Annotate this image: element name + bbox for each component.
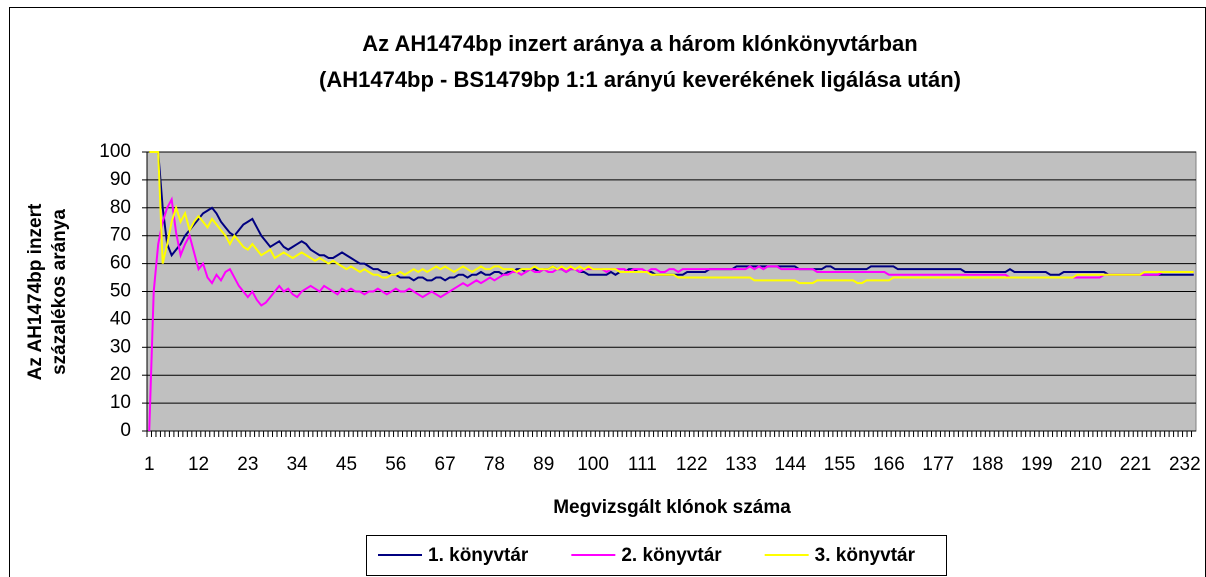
x-tick-label: 56 (385, 454, 406, 475)
x-tick-label: 45 (336, 454, 357, 475)
x-tick-label: 133 (725, 454, 757, 475)
x-tick-label: 221 (1120, 454, 1152, 475)
y-tick-label: 10 (110, 392, 131, 413)
legend-box (366, 535, 947, 576)
legend-label: 3. könyvtár (815, 545, 916, 566)
y-tick-label: 30 (110, 336, 131, 357)
y-tick-label: 100 (99, 141, 131, 162)
chart-title: Az AH1474bp inzert aránya a három klónkö… (362, 31, 917, 56)
x-tick-label: 188 (972, 454, 1004, 475)
y-axis-label: százalékos aránya (49, 209, 70, 375)
x-tick-label: 34 (287, 454, 309, 475)
x-tick-label: 12 (188, 454, 209, 475)
x-tick-label: 111 (628, 454, 657, 475)
x-tick-label: 166 (873, 454, 905, 475)
y-tick-label: 40 (110, 308, 131, 329)
chart-subtitle: (AH1474bp - BS1479bp 1:1 arányú keveréké… (319, 67, 961, 92)
x-tick-label: 89 (533, 454, 554, 475)
y-tick-label: 70 (110, 225, 131, 246)
x-tick-label: 1 (144, 454, 155, 475)
legend-label: 2. könyvtár (621, 545, 722, 566)
x-axis-label: Megvizsgált klónok száma (553, 497, 791, 518)
x-tick-label: 199 (1021, 454, 1053, 475)
y-tick-label: 60 (110, 253, 131, 274)
x-tick-label: 144 (774, 454, 806, 475)
x-tick-label: 122 (676, 454, 708, 475)
x-tick-label: 23 (237, 454, 258, 475)
y-tick-label: 90 (110, 169, 131, 190)
y-tick-label: 0 (120, 420, 131, 441)
series-line (149, 151, 1194, 285)
y-tick-label: 50 (110, 281, 131, 302)
legend-label: 1. könyvtár (428, 545, 529, 566)
y-tick-label: 20 (110, 364, 131, 385)
x-tick-label: 155 (824, 454, 856, 475)
x-tick-label: 177 (922, 454, 954, 475)
y-axis-label: Az AH1474bp inzert (25, 203, 46, 380)
x-tick-label: 210 (1070, 454, 1102, 475)
x-tick-label: 100 (577, 454, 609, 475)
y-tick-label: 80 (110, 197, 131, 218)
x-tick-label: 232 (1169, 454, 1201, 475)
x-tick-label: 67 (435, 454, 456, 475)
x-tick-label: 78 (484, 454, 505, 475)
